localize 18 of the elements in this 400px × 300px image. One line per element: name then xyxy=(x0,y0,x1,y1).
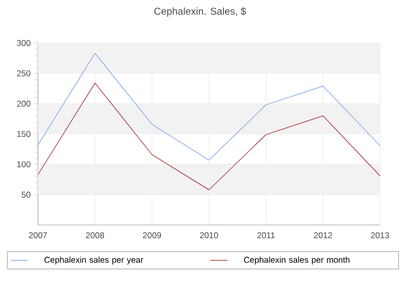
line-series xyxy=(38,53,380,160)
y-tick-label: 200 xyxy=(17,100,30,107)
x-tick-label: 2008 xyxy=(86,232,104,238)
legend-label: Cephalexin sales per year xyxy=(44,256,144,264)
line-series xyxy=(38,82,380,190)
y-tick-label: 250 xyxy=(17,70,30,76)
legend-label: Cephalexin sales per month xyxy=(244,256,350,264)
x-tick-label: 2012 xyxy=(314,232,332,238)
x-tick-label: 2011 xyxy=(257,232,275,238)
y-tick-label: 50 xyxy=(22,192,30,198)
x-tick-label: 2007 xyxy=(29,232,47,238)
chart-title: Cephalexin. Sales, $ xyxy=(154,7,246,17)
y-tick-label: 150 xyxy=(17,131,30,137)
x-tick-label: 2009 xyxy=(143,232,162,238)
y-tick-label: 300 xyxy=(16,40,30,46)
y-tick-label: 100 xyxy=(17,161,30,168)
x-tick-label: 2010 xyxy=(200,232,218,238)
x-tick-label: 2013 xyxy=(371,232,390,238)
